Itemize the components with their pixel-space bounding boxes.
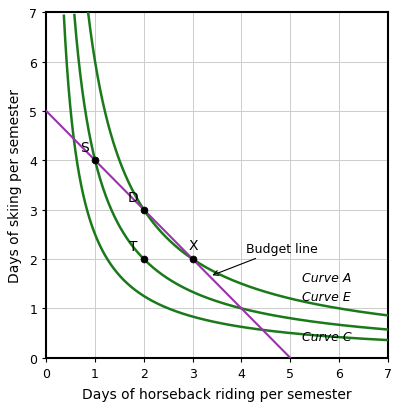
X-axis label: Days of horseback riding per semester: Days of horseback riding per semester [82, 387, 352, 401]
Text: Budget line: Budget line [214, 242, 318, 276]
Y-axis label: Days of skiing per semester: Days of skiing per semester [8, 89, 22, 282]
Text: Curve A: Curve A [302, 272, 352, 285]
Text: T: T [130, 240, 138, 254]
Text: S: S [80, 141, 89, 155]
Text: X: X [189, 238, 198, 252]
Text: Curve C: Curve C [302, 330, 352, 344]
Text: D: D [127, 190, 138, 204]
Text: Curve E: Curve E [302, 290, 351, 303]
